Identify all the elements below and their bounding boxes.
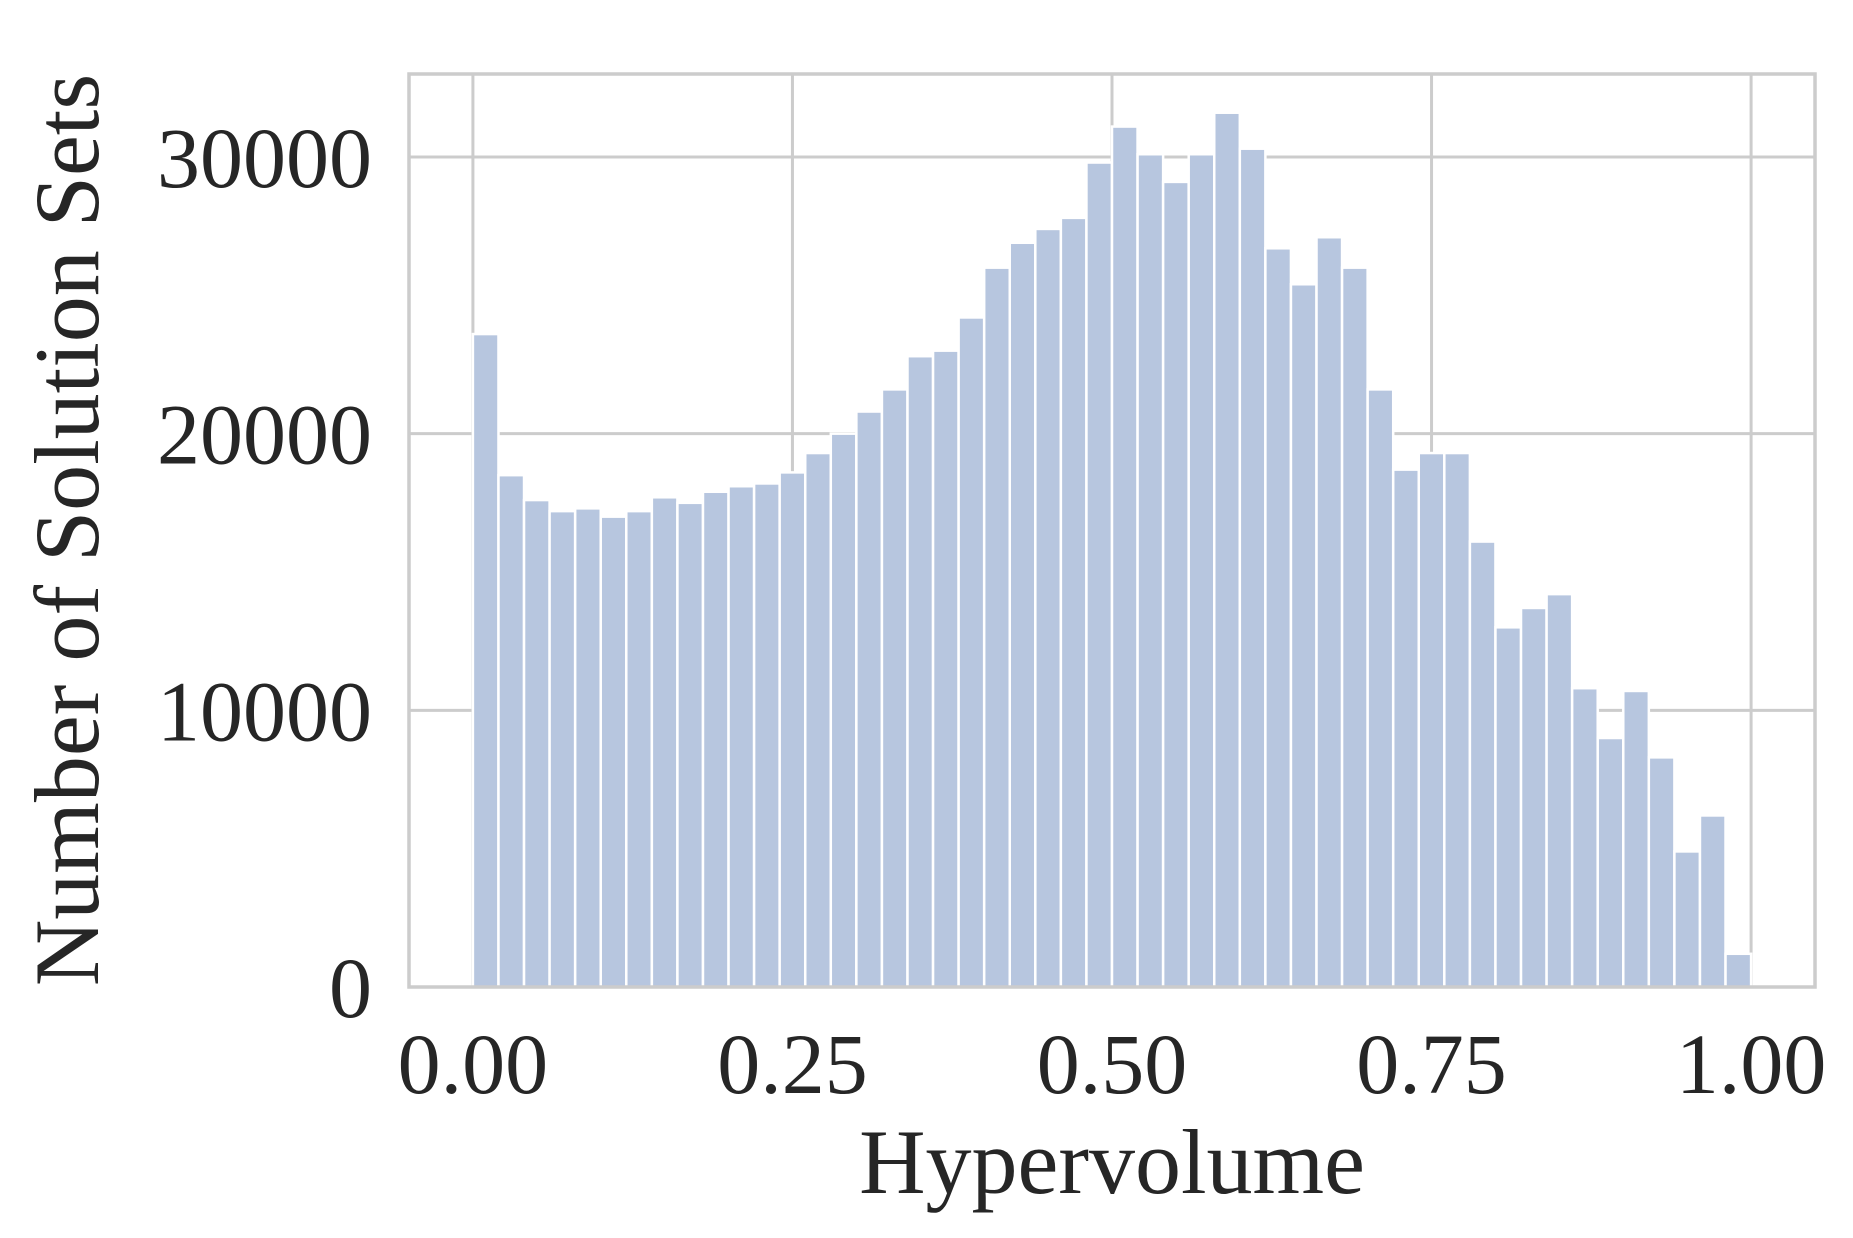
histogram-bar <box>1315 235 1344 989</box>
histogram-bar <box>1059 216 1088 989</box>
histogram-bar <box>548 509 577 989</box>
histogram-bar <box>1673 850 1702 989</box>
histogram-bar <box>1289 283 1318 989</box>
histogram-bar <box>1545 592 1574 989</box>
x-axis-label: Hypervolume <box>859 1111 1365 1213</box>
histogram-bar <box>1391 468 1421 989</box>
histogram-bar <box>1570 686 1599 989</box>
histogram-bar <box>1622 689 1651 989</box>
histogram-bar <box>982 266 1011 989</box>
histogram-bar <box>829 432 858 989</box>
y-tick-label: 30000 <box>157 110 372 206</box>
histogram-bar <box>1213 111 1242 989</box>
histogram-bar <box>778 471 807 989</box>
histogram-bar <box>1085 161 1114 989</box>
y-tick-label: 20000 <box>157 387 372 483</box>
histogram-bar <box>1187 152 1216 989</box>
histogram-bar <box>1340 266 1369 989</box>
histogram-bar <box>727 484 756 989</box>
histogram-bar <box>497 473 526 989</box>
x-tick-label: 0.50 <box>1037 1016 1188 1112</box>
histogram-bar <box>1494 626 1523 989</box>
x-tick-label: 0.25 <box>717 1016 868 1112</box>
histogram-bar <box>599 515 628 989</box>
x-tick-label: 0.00 <box>398 1016 549 1112</box>
histogram-bar <box>855 410 884 989</box>
plot-frame <box>407 72 1817 989</box>
histogram-bars <box>471 111 1753 989</box>
histogram-bar <box>1034 227 1063 989</box>
histogram-bar <box>880 388 909 989</box>
histogram-bar <box>701 490 730 989</box>
histogram-bar <box>1443 451 1472 989</box>
histogram-bar <box>1161 180 1190 989</box>
histogram-bar <box>1417 451 1446 989</box>
histogram-bar <box>803 451 833 989</box>
histogram-bar <box>471 332 500 989</box>
x-tick-labels: 0.00 0.25 0.50 0.75 1.00 <box>398 1016 1827 1112</box>
histogram-bar <box>1366 388 1395 989</box>
histogram-bar <box>573 507 602 989</box>
y-axis-label: Number of Solution Sets <box>16 74 118 986</box>
histogram-bar <box>1519 606 1548 989</box>
histogram-bar <box>1264 247 1293 989</box>
y-tick-label: 10000 <box>157 663 372 759</box>
histogram-bar <box>1596 736 1625 989</box>
histogram-bar <box>676 501 705 989</box>
histogram-bar <box>1110 125 1139 989</box>
histogram-bar <box>957 316 986 989</box>
histogram-bar <box>931 349 960 989</box>
histogram-bar <box>1136 152 1165 989</box>
histogram-bar <box>625 509 654 989</box>
x-tick-label: 0.75 <box>1356 1016 1507 1112</box>
histogram-bar <box>650 496 679 989</box>
histogram-bar <box>1238 147 1267 989</box>
y-tick-label: 0 <box>329 940 372 1036</box>
histogram-bar <box>752 482 781 989</box>
y-tick-labels: 0 10000 20000 30000 <box>157 110 372 1036</box>
x-tick-label: 1.00 <box>1676 1016 1827 1112</box>
histogram-bar <box>1008 241 1037 989</box>
histogram-bar <box>1468 540 1497 989</box>
histogram-bar <box>906 354 935 989</box>
histogram-bar <box>1647 756 1676 989</box>
histogram-bar <box>1698 814 1727 989</box>
histogram-bar <box>522 498 551 989</box>
histogram-bar <box>1724 952 1753 989</box>
